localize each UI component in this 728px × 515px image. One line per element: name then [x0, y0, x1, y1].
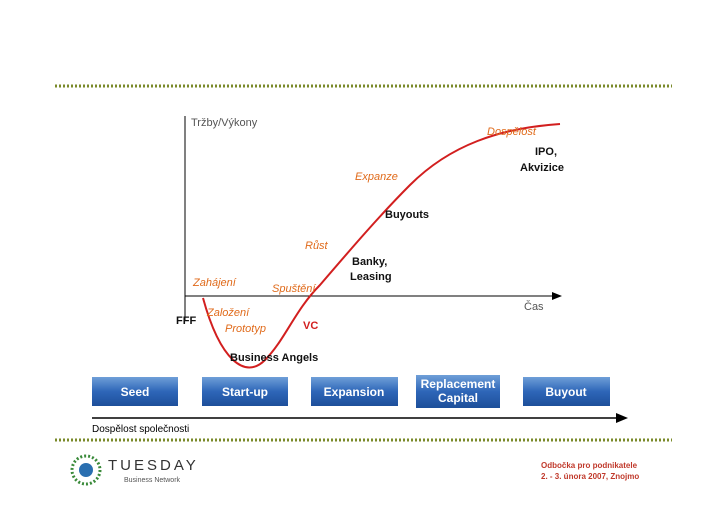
stage: Start-up	[222, 385, 268, 399]
phase: Spuštění	[272, 283, 316, 295]
phase: Zahájení	[192, 277, 237, 289]
financing: Buyouts	[385, 209, 429, 221]
stage-box	[202, 377, 288, 406]
arrow-head	[616, 413, 628, 423]
stage-box	[416, 375, 500, 408]
phase: Růst	[305, 240, 329, 252]
stage: Capital	[438, 391, 478, 405]
stage: Seed	[121, 385, 150, 399]
financing: Leasing	[350, 271, 392, 283]
phase: Dospělost	[487, 126, 537, 138]
logo-mark	[70, 454, 102, 486]
x-label: Čas	[524, 300, 544, 313]
logo-text: TUESDAY	[108, 457, 199, 474]
footer-line: 2. - 3. února 2007, Znojmo	[541, 472, 639, 481]
financing: Business Angels	[230, 352, 318, 364]
financing: IPO,	[535, 146, 557, 158]
stage: Replacement	[421, 377, 496, 391]
financing: FFF	[176, 315, 196, 327]
financing: Banky,	[352, 256, 387, 268]
stage: Buyout	[545, 385, 586, 399]
financing: Akvizice	[520, 162, 564, 174]
stage-box	[311, 377, 398, 406]
financing: VC	[303, 320, 318, 332]
growth-curve	[202, 123, 561, 369]
stage: Expansion	[324, 385, 385, 399]
arrow-label: Dospělost společnosti	[92, 424, 189, 435]
sub-phase: Prototyp	[225, 323, 266, 335]
sub-phase: Založení	[206, 307, 250, 319]
footer-line: Odbočka pro podnikatele	[541, 461, 638, 470]
x-arrow	[552, 292, 562, 300]
stage-box	[92, 377, 178, 406]
phase: Expanze	[355, 171, 398, 183]
stage-box	[523, 377, 610, 406]
y-label: Tržby/Výkony	[191, 117, 258, 129]
logo-sub: Business Network	[124, 477, 181, 484]
